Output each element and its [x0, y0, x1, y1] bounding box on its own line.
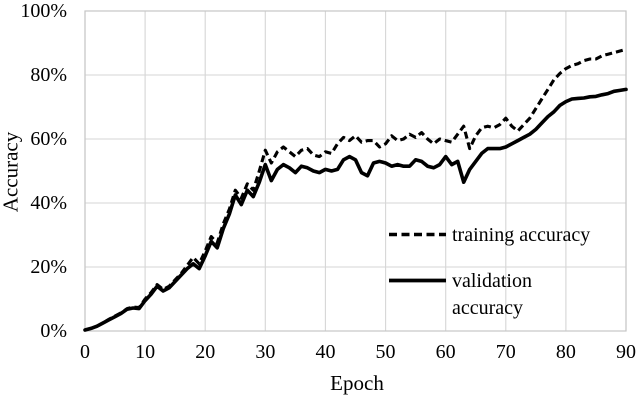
y-axis-title: Accuracy — [0, 131, 23, 213]
legend: training accuracy validation accuracy — [389, 222, 604, 327]
legend-label-training: training accuracy — [452, 224, 591, 246]
x-axis-title: Epoch — [330, 371, 384, 395]
y-tick-label: 0% — [40, 319, 67, 342]
x-tick-label: 10 — [135, 341, 156, 363]
legend-item-training-accuracy: training accuracy — [389, 222, 590, 249]
y-tick-label: 100% — [20, 0, 67, 22]
x-tick-label: 0 — [80, 341, 90, 363]
x-tick-label: 50 — [375, 341, 396, 363]
y-tick-label: 80% — [30, 63, 67, 86]
x-tick-label: 90 — [616, 341, 636, 363]
x-tick-label: 20 — [195, 341, 216, 363]
dashed-line-sample-icon — [389, 232, 446, 237]
x-tick-label: 80 — [555, 341, 576, 363]
x-tick-label: 30 — [255, 341, 276, 363]
x-tick-label: 40 — [315, 341, 336, 363]
legend-label-validation: validation accuracy — [452, 270, 532, 319]
y-tick-label: 40% — [30, 191, 67, 214]
legend-item-validation-accuracy: validation accuracy — [389, 268, 568, 322]
y-tick-label: 60% — [30, 127, 67, 150]
x-tick-label: 70 — [495, 341, 516, 363]
solid-line-sample-icon — [389, 278, 446, 283]
x-tick-label: 60 — [435, 341, 456, 363]
y-tick-label: 20% — [30, 255, 67, 278]
validation-accuracy-line — [83, 87, 628, 332]
